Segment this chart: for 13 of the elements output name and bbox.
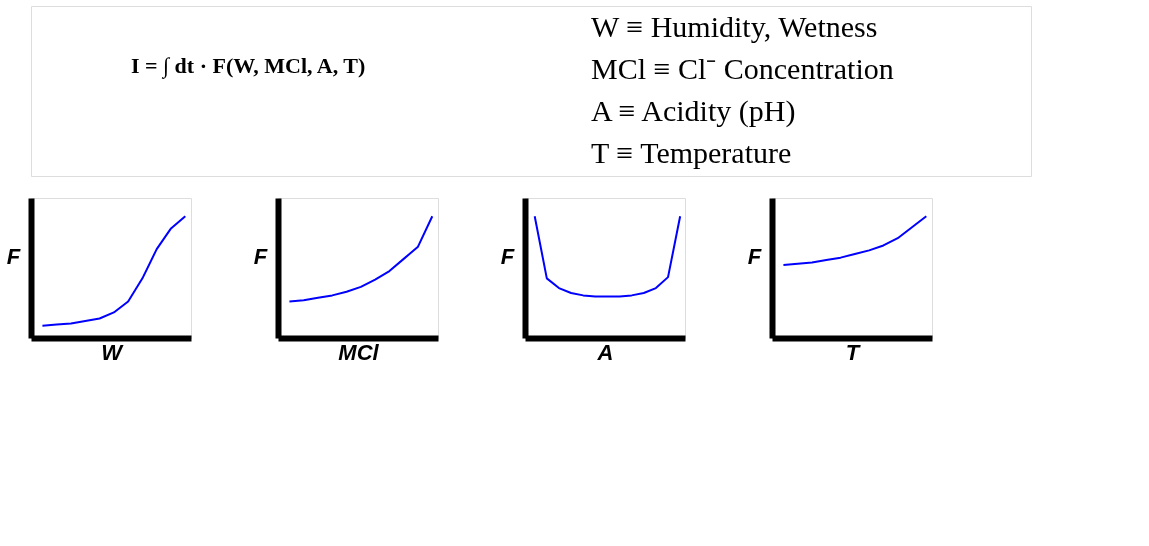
y-axis-title: F xyxy=(253,243,268,269)
text: T ≡ Temperature xyxy=(591,136,792,169)
x-axis-title: MCl xyxy=(338,339,380,365)
text: MCl ≡ Cl⁻ Concentration xyxy=(591,52,894,85)
y-axis-title: F xyxy=(6,243,21,269)
text: W ≡ Humidity, Wetness xyxy=(591,10,878,43)
text: I = ∫ dt · F(W, MCl, A, T) xyxy=(131,53,366,79)
x-axis-title: T xyxy=(845,339,861,365)
y-axis-title: F xyxy=(747,243,762,269)
x-axis-title: W xyxy=(101,339,125,365)
text: A ≡ Acidity (pH) xyxy=(591,94,796,128)
x-axis-title: A xyxy=(596,339,614,365)
y-axis-title: F xyxy=(500,243,515,269)
